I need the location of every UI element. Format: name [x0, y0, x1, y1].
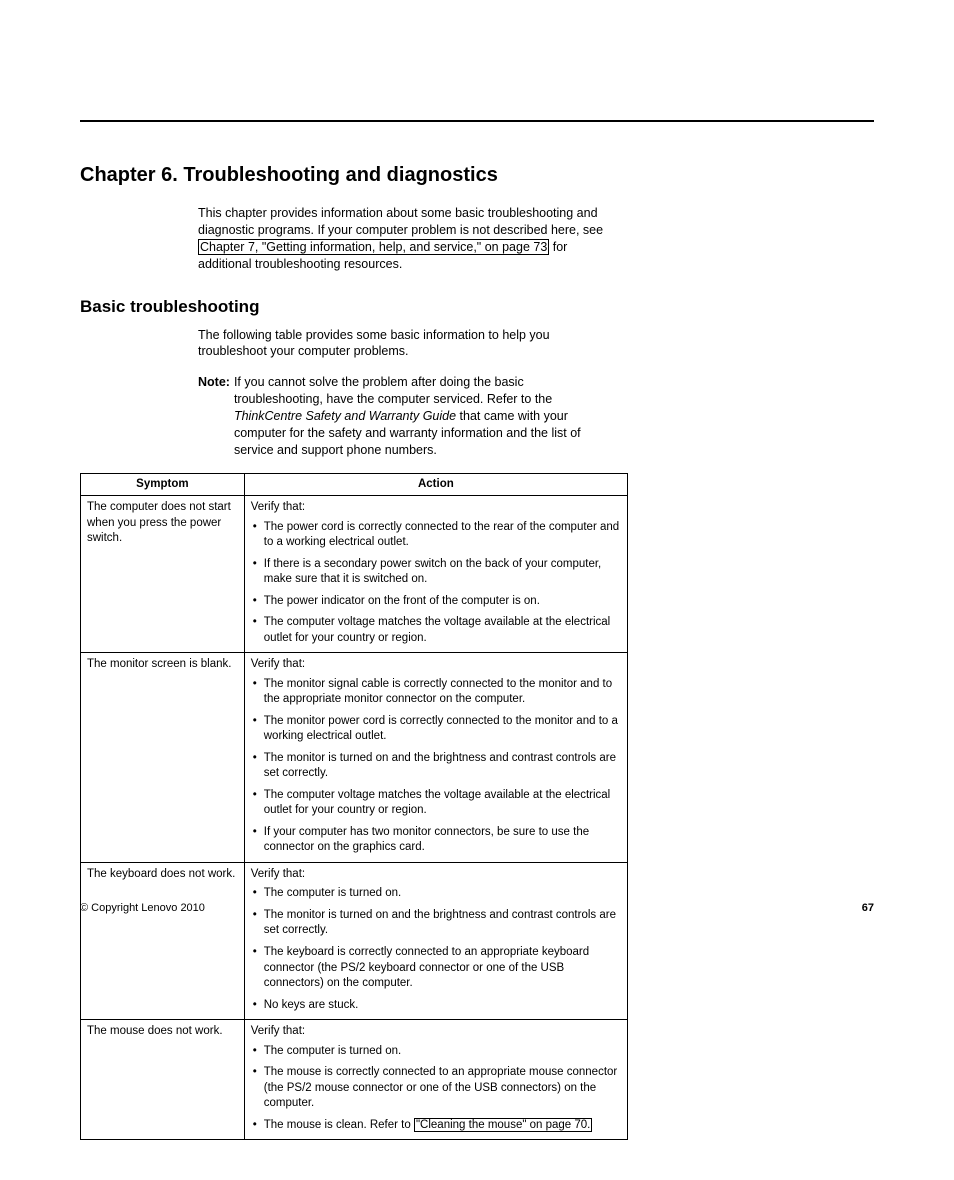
table-header-row: Symptom Action: [81, 473, 628, 496]
verify-label: Verify that:: [251, 867, 621, 883]
symptom-cell: The monitor screen is blank.: [81, 653, 245, 863]
verify-label: Verify that:: [251, 500, 621, 516]
page-footer: © Copyright Lenovo 2010 67: [80, 902, 874, 914]
action-item: If your computer has two monitor connect…: [251, 825, 621, 856]
action-item: The monitor signal cable is correctly co…: [251, 677, 621, 708]
action-item: The mouse is correctly connected to an a…: [251, 1065, 621, 1112]
section-title: Basic troubleshooting: [80, 297, 874, 317]
verify-label: Verify that:: [251, 1024, 621, 1040]
table-body: The computer does not start when you pre…: [81, 496, 628, 1140]
troubleshooting-table: Symptom Action The computer does not sta…: [80, 473, 628, 1141]
note-text-before: If you cannot solve the problem after do…: [234, 375, 552, 406]
action-item: No keys are stuck.: [251, 998, 621, 1014]
action-item: The computer voltage matches the voltage…: [251, 788, 621, 819]
table-row: The mouse does not work. Verify that: The …: [81, 1020, 628, 1140]
chapter-intro: This chapter provides information about …: [198, 205, 614, 273]
action-item: The computer is turned on.: [251, 1044, 621, 1060]
symptom-cell: The computer does not start when you pre…: [81, 496, 245, 653]
action-list: The power cord is correctly connected to…: [251, 520, 621, 647]
action-item: If there is a secondary power switch on …: [251, 557, 621, 588]
table-row: The monitor screen is blank.Verify that:…: [81, 653, 628, 863]
horizontal-rule: [80, 120, 874, 122]
action-item: The computer is turned on.: [251, 886, 621, 902]
action-item: The computer voltage matches the voltage…: [251, 615, 621, 646]
action-cell: Verify that:The computer is turned on.Th…: [244, 1020, 627, 1140]
note-label: Note:: [198, 374, 230, 458]
intro-text-before: This chapter provides information about …: [198, 206, 603, 237]
action-list: The monitor signal cable is correctly co…: [251, 677, 621, 856]
action-item: The monitor is turned on and the brightn…: [251, 751, 621, 782]
action-list: The computer is turned on. The mouse is c…: [251, 1044, 621, 1134]
action-item: The mouse is clean. Refer to "Cleaning t…: [251, 1118, 621, 1134]
copyright-text: © Copyright Lenovo 2010: [80, 902, 205, 914]
header-symptom: Symptom: [81, 473, 245, 496]
symptom-cell: The keyboard does not work.: [81, 862, 245, 1019]
table-row: The keyboard does not work. Verify that: T…: [81, 862, 628, 1019]
cleaning-mouse-link[interactable]: "Cleaning the mouse" on page 70.: [414, 1118, 592, 1132]
action-item: The power indicator on the front of the …: [251, 594, 621, 610]
action-item: The monitor power cord is correctly conn…: [251, 714, 621, 745]
verify-label: Verify that:: [251, 657, 621, 673]
chapter-title: Chapter 6. Troubleshooting and diagnosti…: [80, 164, 874, 187]
chapter7-link[interactable]: Chapter 7, "Getting information, help, a…: [198, 239, 549, 255]
page-number: 67: [862, 902, 874, 914]
table-row: The computer does not start when you pre…: [81, 496, 628, 653]
note-body: If you cannot solve the problem after do…: [234, 374, 614, 458]
action-item: The keyboard is correctly connected to a…: [251, 945, 621, 992]
note-block: Note: If you cannot solve the problem af…: [198, 374, 614, 458]
action-cell: Verify that: The monitor signal cable is …: [244, 653, 627, 863]
document-page: Chapter 6. Troubleshooting and diagnosti…: [0, 0, 954, 1180]
section-intro: The following table provides some basic …: [198, 327, 614, 361]
action-cell: Verify that: The power cord is correctly …: [244, 496, 627, 653]
symptom-cell: The mouse does not work.: [81, 1020, 245, 1140]
action-item: The power cord is correctly connected to…: [251, 520, 621, 551]
action-cell: Verify that: The computer is turned on. Th…: [244, 862, 627, 1019]
note-italic: ThinkCentre Safety and Warranty Guide: [234, 409, 456, 423]
action-item-text: The mouse is clean. Refer to: [264, 1119, 414, 1131]
header-action: Action: [244, 473, 627, 496]
